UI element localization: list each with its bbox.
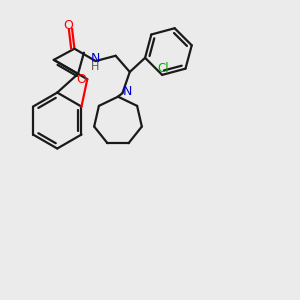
Text: H: H [91,62,99,72]
Text: Cl: Cl [157,62,169,75]
Text: O: O [76,73,86,86]
Text: N: N [123,85,132,98]
Text: N: N [91,52,100,65]
Text: O: O [63,19,73,32]
